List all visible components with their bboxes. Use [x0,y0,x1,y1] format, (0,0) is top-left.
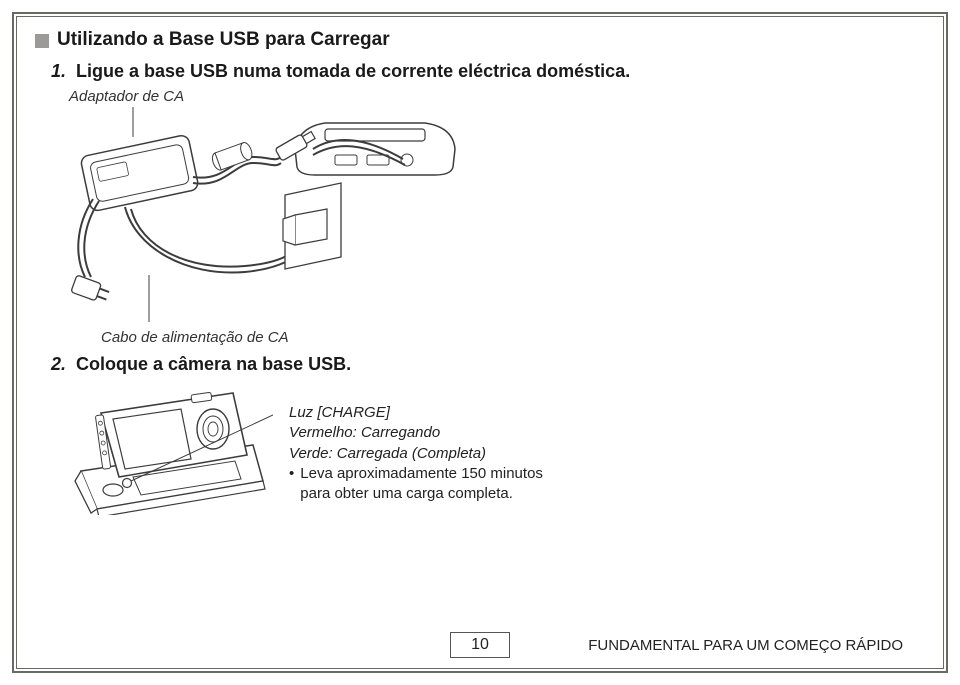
charge-title: Luz [CHARGE] [289,403,569,423]
step-1: 1. Ligue a base USB numa tomada de corren… [51,61,925,82]
charge-bullet-line: • Leva aproximadamente 150 minutos para … [289,464,569,505]
square-bullet-icon [35,34,49,48]
adapter-label: Adaptador de CA [69,88,925,105]
page: Utilizando a Base USB para Carregar 1. Li… [0,0,960,685]
bullet-dot-icon: • [289,464,294,505]
footer: 10 FUNDAMENTAL PARA UM COMEÇO RÁPIDO [17,632,943,658]
diagram-adapter-dock [65,107,475,327]
diagram-camera-on-dock [63,385,273,515]
charge-red: Vermelho: Carregando [289,423,569,443]
step-2-text: Coloque a câmera na base USB. [76,354,351,374]
content-area: Utilizando a Base USB para Carregar 1. Li… [17,17,943,515]
page-number: 10 [450,632,510,658]
outer-frame: Utilizando a Base USB para Carregar 1. Li… [12,12,948,673]
step-2-number: 2. [51,354,66,374]
section-heading: Utilizando a Base USB para Carregar [35,29,925,51]
inner-frame: Utilizando a Base USB para Carregar 1. Li… [16,16,944,669]
step-2: 2. Coloque a câmera na base USB. [51,354,925,375]
step-1-text: Ligue a base USB numa tomada de corrente… [76,61,630,81]
footer-label: FUNDAMENTAL PARA UM COMEÇO RÁPIDO [588,637,903,654]
charge-bullet-text: Leva aproximadamente 150 minutos para ob… [300,464,569,505]
diagram-camera-dock-row: Luz [CHARGE] Vermelho: Carregando Verde:… [63,385,925,515]
step-1-number: 1. [51,61,66,81]
charge-green: Verde: Carregada (Completa) [289,444,569,464]
charge-text-block: Luz [CHARGE] Vermelho: Carregando Verde:… [289,403,569,504]
section-title: Utilizando a Base USB para Carregar [57,29,390,51]
cable-label: Cabo de alimentação de CA [101,329,925,346]
